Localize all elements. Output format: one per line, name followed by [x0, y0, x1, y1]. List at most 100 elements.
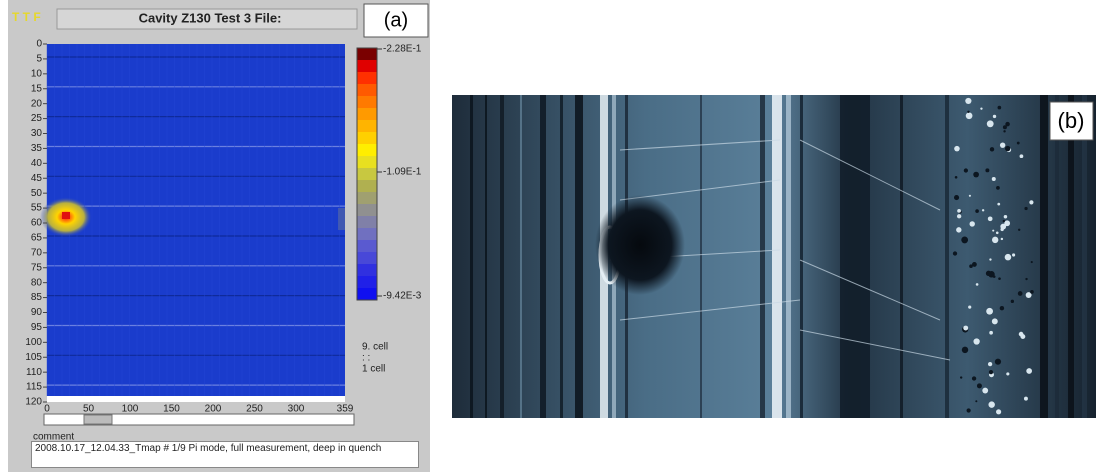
speckle [1006, 372, 1010, 376]
x-tick-label: 359 [337, 404, 354, 415]
speckle [1002, 219, 1006, 223]
speckle [963, 325, 969, 331]
texture-stripe [760, 95, 765, 418]
heatmap [47, 44, 345, 402]
speckle [1002, 125, 1007, 130]
scrollbar [43, 413, 355, 426]
speckle [1003, 130, 1006, 133]
speckle [987, 216, 993, 222]
texture-stripe [900, 95, 903, 418]
speckle [975, 283, 979, 286]
colorbar-step [357, 216, 377, 229]
cell-label: 9. cell [362, 342, 388, 353]
speckle [952, 251, 958, 256]
speckle [986, 120, 994, 128]
colorbar-step [357, 240, 377, 253]
texture-stripe [520, 95, 522, 418]
texture-stripe [1082, 95, 1087, 418]
y-tick-label: 75 [31, 262, 43, 273]
speckle [975, 400, 978, 403]
texture-stripe [786, 95, 791, 418]
speckle [1005, 145, 1011, 152]
x-tick-label: 150 [163, 404, 180, 415]
texture-stripe [772, 95, 782, 418]
speckle [1024, 206, 1028, 211]
speckle [969, 221, 975, 227]
texture-stripe [500, 95, 504, 418]
y-tick-label: 110 [26, 367, 42, 378]
speckle [975, 209, 979, 213]
speckle [988, 271, 995, 278]
texture-stripe [700, 95, 702, 418]
colorbar-label: -9.42E-3 [383, 291, 422, 302]
speckle [991, 176, 996, 181]
colorbar-step [357, 96, 377, 109]
speckle [995, 231, 999, 235]
panel-label: (b) [1058, 108, 1085, 133]
speckle [954, 175, 958, 179]
speckle [1005, 121, 1010, 127]
y-tick-label: 50 [31, 188, 43, 199]
texture-stripe [470, 95, 473, 418]
colorbar-step [357, 108, 377, 121]
speckle [1000, 237, 1004, 241]
texture-stripe [485, 95, 487, 418]
colorbar-step [357, 204, 377, 217]
grain-boundary [619, 139, 781, 151]
speckle [991, 318, 998, 325]
speckle [992, 114, 997, 119]
speckle [1030, 290, 1034, 294]
y-tick-label: 55 [31, 203, 43, 214]
speckle [961, 236, 969, 244]
label-box [363, 3, 429, 38]
speckle [961, 346, 969, 354]
speckle [1004, 253, 1012, 261]
y-tick-label: 40 [31, 158, 43, 169]
speckle [1010, 299, 1015, 304]
cell-label: : : [362, 353, 370, 364]
speckle [986, 307, 994, 315]
speckle [957, 208, 961, 213]
hot-core [62, 212, 70, 219]
speckle [981, 209, 985, 212]
colorbar-step [357, 228, 377, 241]
texture-stripe [1068, 95, 1074, 418]
speckle [989, 258, 992, 261]
colorbar-step [357, 252, 377, 265]
speckle [1012, 253, 1016, 257]
speckle [998, 277, 1001, 280]
speckle [1003, 214, 1008, 219]
colorbar-step [357, 264, 377, 277]
speckle [994, 358, 1002, 365]
colorbar-step [357, 60, 377, 73]
comment-label: comment [33, 432, 74, 443]
speckle [1029, 200, 1034, 205]
colorbar-step [357, 120, 377, 133]
x-tick-label: 50 [83, 404, 95, 415]
speckle [985, 168, 990, 173]
grain-boundary [799, 139, 941, 211]
speckle [989, 147, 995, 152]
speckle [954, 195, 960, 201]
speckle [1030, 260, 1033, 264]
colorbar-step [357, 48, 377, 61]
colorbar-step [357, 144, 377, 157]
y-tick-label: 35 [31, 143, 43, 154]
speckle [1017, 228, 1021, 232]
colorbar-step [357, 276, 377, 289]
y-tick-label: 10 [31, 68, 43, 79]
texture-stripe [540, 95, 546, 418]
y-tick-label: 45 [31, 173, 43, 184]
colorbar-step [357, 180, 377, 193]
colorbar-label: -2.28E-1 [383, 44, 422, 55]
y-tick-label: 65 [31, 233, 43, 244]
speckle [999, 305, 1005, 311]
speckle [1016, 141, 1020, 145]
speckle [956, 214, 962, 219]
speckle [988, 370, 994, 375]
texture-stripe [575, 95, 583, 418]
speckle [973, 171, 979, 178]
speckle [1000, 223, 1007, 230]
